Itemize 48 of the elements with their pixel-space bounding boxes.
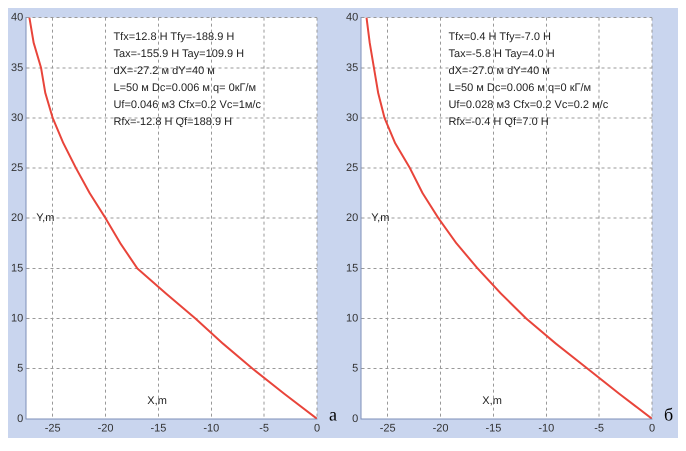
x-axis-title: X,m [147,394,167,407]
y-tick-label: 10 [346,312,358,325]
annotation: Uf=0.028 м3 Cfx=0.2 Vc=0.2 м/c [448,99,609,112]
annotation: Uf=0.046 м3 Cfx=0.2 Vc=1м/c [113,99,262,112]
annotation: Rfx=-0.4 H Qf=7.0 H [448,116,549,128]
y-tick-label: 30 [10,112,24,124]
y-tick-label: 10 [10,312,24,325]
y-tick-label: 0 [17,412,24,425]
x-tick-label: -10 [203,422,220,434]
annotation: dX=-27.0 м dY=40 м [448,65,550,78]
annotation: Tax=-5.8 H Tay=4.0 H [448,48,555,60]
x-tick-label: -5 [259,422,270,434]
y-tick-label: 5 [17,362,24,375]
y-tick-label: 20 [10,212,24,224]
y-tick-label: 35 [346,62,358,74]
x-tick-label: 0 [648,422,656,434]
annotation: Rfx=-12.8 H Qf=188.9 H [113,116,232,128]
y-tick-label: 35 [10,62,24,74]
x-axis-title: X,m [482,394,502,407]
y-tick-label: 40 [10,12,24,24]
y-axis-title: Y,m [371,212,390,224]
text: б [664,404,674,425]
y-tick-label: 5 [352,362,358,375]
y-tick-label: 0 [352,412,358,425]
annotation: Tfx=12.8 H Tfy=-188.9 H [113,31,234,44]
annotation: Tax=-155.9 H Tay=109.9 H [113,48,244,60]
y-tick-label: 20 [346,212,358,224]
x-tick-label: -5 [594,422,604,434]
annotation: L=50 м Dc=0.006 м q=0 кГ/м [448,82,592,94]
y-tick-label: 15 [10,262,24,274]
y-tick-label: 30 [346,112,358,124]
x-tick-label: -20 [432,422,448,434]
y-tick-label: 15 [346,262,358,274]
annotation: Tfx=0.4 H Tfy=-7.0 H [448,31,552,44]
annotation: dX=-27.2 м dY=40 м [113,65,215,78]
y-tick-label: 25 [10,162,24,174]
annotation: L=50 м Dc=0.006 м q= 0кГ/м [113,82,256,94]
y-tick-label: 40 [346,12,358,24]
x-tick-label: -15 [485,422,502,434]
x-tick-label: -10 [538,422,554,434]
x-tick-label: -20 [98,422,114,434]
text: а [329,404,337,425]
y-tick-label: 25 [346,162,358,174]
x-tick-label: -25 [44,422,61,434]
x-tick-label: -15 [150,422,166,434]
x-tick-label: -25 [380,422,396,434]
x-tick-label: 0 [314,422,320,434]
y-axis-title: Y,m [36,212,54,224]
